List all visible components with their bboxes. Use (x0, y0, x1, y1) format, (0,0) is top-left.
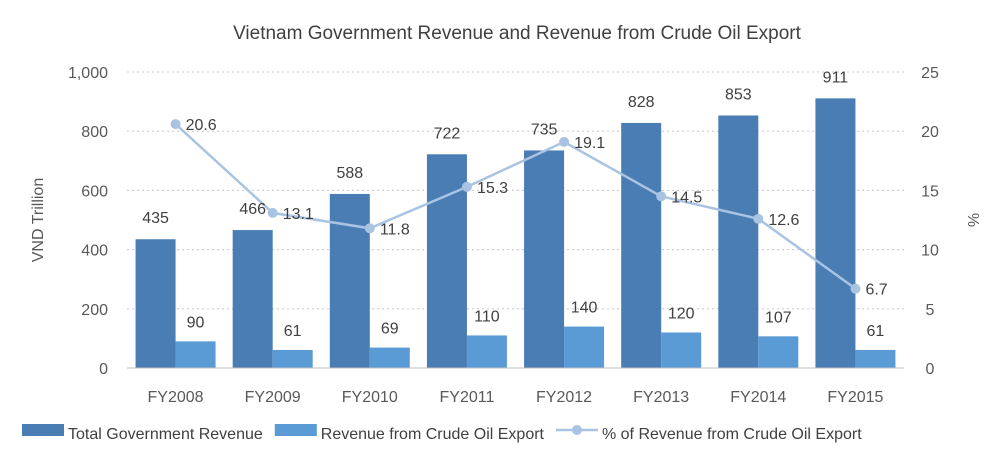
x-tick-label: FY2009 (245, 389, 301, 406)
legend: Total Government Revenue Revenue from Cru… (22, 424, 862, 443)
data-label-crude-oil-revenue: 61 (284, 323, 302, 340)
bar-total-revenue (426, 154, 467, 368)
data-label-percent: 19.1 (574, 135, 605, 152)
bar-crude-oil-revenue (272, 349, 313, 368)
bar-crude-oil-revenue (369, 347, 410, 368)
data-label-total-revenue: 588 (336, 165, 363, 182)
bar-total-revenue (329, 193, 370, 368)
percent-point (559, 136, 570, 147)
data-label-crude-oil-revenue: 120 (668, 305, 695, 322)
x-tick-label: FY2011 (440, 389, 495, 406)
y2-axis-title: % (964, 213, 981, 227)
data-label-total-revenue: 435 (142, 210, 169, 227)
data-label-total-revenue: 828 (628, 94, 655, 111)
bar-series (135, 98, 896, 369)
bar-total-revenue (815, 98, 856, 369)
bar-crude-oil-revenue (175, 341, 216, 368)
y2-tick-label: 10 (921, 243, 939, 260)
bar-total-revenue (524, 150, 565, 368)
y-tick-label: 400 (81, 243, 108, 260)
legend-swatch-crude-oil-revenue (274, 424, 317, 436)
data-label-total-revenue: 853 (725, 87, 752, 104)
data-label-percent: 13.1 (283, 206, 314, 223)
data-label-percent: 11.8 (380, 221, 410, 238)
legend-label: Revenue from Crude Oil Export (321, 426, 545, 443)
percent-point (656, 191, 667, 202)
legend-label: % of Revenue from Crude Oil Export (602, 426, 862, 443)
data-label-total-revenue: 911 (823, 69, 849, 86)
percent-point (461, 181, 472, 192)
data-label-crude-oil-revenue: 110 (474, 308, 500, 325)
bar-total-revenue (232, 230, 273, 368)
y2-tick-label: 20 (921, 124, 939, 141)
legend-marker-percent (571, 425, 582, 435)
y-tick-label: 200 (81, 302, 108, 319)
x-tick-label: FY2008 (148, 389, 204, 406)
bar-crude-oil-revenue (758, 336, 799, 368)
data-label-percent: 15.3 (477, 180, 508, 197)
y-axis-title: VND Trillion (30, 178, 47, 262)
x-tick-label: FY2012 (536, 389, 592, 406)
line-series (170, 119, 861, 294)
y2-tick-label: 0 (926, 361, 935, 378)
data-label-crude-oil-revenue: 107 (765, 309, 792, 326)
percent-point (267, 207, 278, 218)
data-label-crude-oil-revenue: 140 (571, 300, 598, 317)
data-label-crude-oil-revenue: 69 (381, 321, 399, 338)
bar-crude-oil-revenue (661, 332, 702, 368)
y2-tick-label: 25 (921, 65, 939, 82)
y2-tick-label: 5 (926, 302, 935, 319)
bar-total-revenue (135, 239, 176, 368)
data-label-total-revenue: 735 (531, 121, 558, 138)
percent-point (850, 283, 861, 294)
y-tick-label: 800 (81, 124, 108, 141)
bar-crude-oil-revenue (564, 326, 605, 368)
bar-total-revenue (718, 115, 759, 369)
data-label-percent: 20.6 (186, 117, 217, 134)
percent-point (753, 213, 764, 224)
data-label-crude-oil-revenue: 61 (867, 323, 885, 340)
chart-title: Vietnam Government Revenue and Revenue f… (233, 23, 802, 44)
percent-line (174, 123, 857, 290)
bar-crude-oil-revenue (855, 349, 896, 368)
data-label-total-revenue: 722 (434, 125, 461, 142)
y2-tick-label: 15 (921, 183, 939, 200)
percent-point (364, 223, 375, 234)
y-tick-label: 0 (99, 361, 108, 378)
legend-swatch-total-revenue (22, 424, 64, 436)
bar-total-revenue (621, 122, 662, 368)
legend-label: Total Government Revenue (68, 426, 263, 443)
y-tick-label: 600 (81, 183, 108, 200)
x-tick-label: FY2015 (827, 389, 883, 406)
data-labels: 435 90 466 61 588 69 722 110 735 140 828 120 853 107 9… (142, 69, 888, 340)
x-tick-label: FY2013 (633, 389, 689, 406)
x-tick-label: FY2014 (730, 389, 786, 406)
data-label-percent: 12.6 (768, 212, 799, 229)
data-label-percent: 6.7 (865, 282, 887, 299)
data-label-total-revenue: 466 (239, 201, 266, 218)
bar-crude-oil-revenue (466, 335, 507, 368)
x-tick-label: FY2010 (342, 389, 398, 406)
percent-point (170, 119, 181, 130)
data-label-crude-oil-revenue: 90 (187, 314, 205, 331)
axes: 0 200 400 600 800 1,000 0 5 10 15 20 25 VND Trillion… (30, 65, 981, 406)
data-label-percent: 14.5 (671, 189, 702, 206)
y-tick-label: 1,000 (68, 65, 108, 82)
